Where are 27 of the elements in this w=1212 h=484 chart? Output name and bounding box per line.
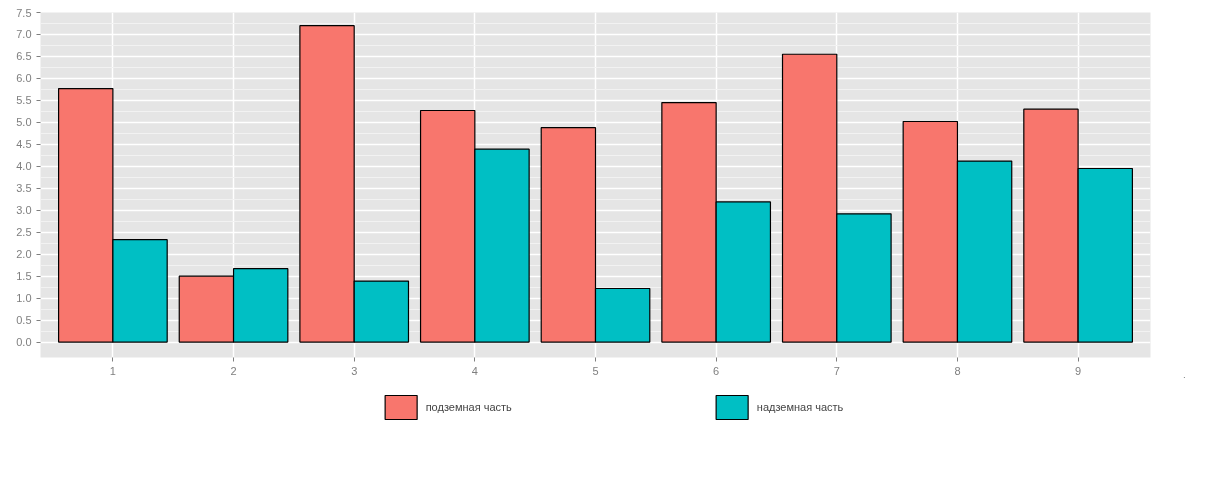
y-tick-label: 5.5 <box>16 94 32 107</box>
y-tick-label: 7.5 <box>16 6 32 19</box>
x-tick-label: 7 <box>833 364 840 377</box>
y-tick-label: 4.0 <box>16 160 32 173</box>
legend-label: подземная часть <box>425 401 512 413</box>
x-tick-label: 9 <box>1075 364 1082 377</box>
x-tick-label: 3 <box>351 364 358 377</box>
y-tick-label: 6.5 <box>16 50 32 63</box>
y-tick-label: 3.0 <box>16 204 32 217</box>
y-tick-label: 1.5 <box>16 270 32 283</box>
x-tick-label: 8 <box>954 364 961 377</box>
y-tick-label: 1.0 <box>16 292 32 305</box>
y-tick-label: 5.0 <box>16 116 32 129</box>
y-tick-label: 4.5 <box>16 138 32 151</box>
y-tick-label: 0.5 <box>16 314 32 327</box>
y-tick-label: 2.5 <box>16 226 32 239</box>
x-tick-label: 2 <box>230 364 237 377</box>
y-tick-label: 6.0 <box>16 72 32 85</box>
y-tick-label: 2.0 <box>16 248 32 261</box>
x-tick-label: 4 <box>471 364 478 377</box>
y-tick-label: 0.0 <box>16 336 32 349</box>
y-tick-label: 3.5 <box>16 182 32 195</box>
legend-label: надземная часть <box>756 401 844 413</box>
x-tick-label: 5 <box>592 364 599 377</box>
x-tick-label: 1 <box>109 364 116 377</box>
y-tick-label: 7.0 <box>16 28 32 41</box>
x-tick-label: 6 <box>713 364 720 377</box>
